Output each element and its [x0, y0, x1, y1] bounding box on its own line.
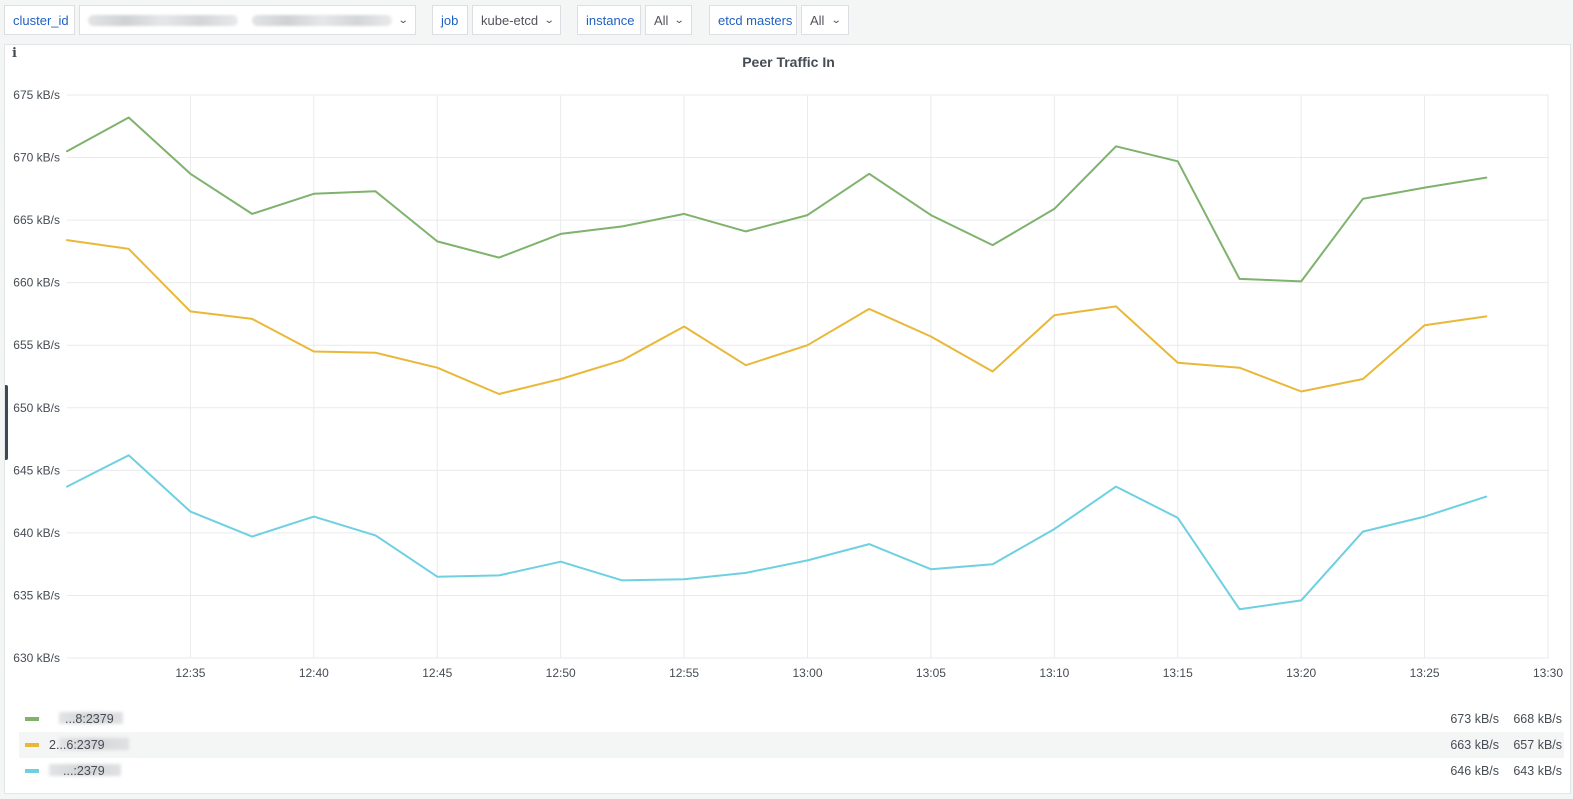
series-color-swatch[interactable] [25, 769, 39, 773]
redacted-value [252, 14, 392, 26]
chart-grid [67, 94, 1549, 659]
etcd-masters-value: All [810, 12, 825, 28]
line-chart: 630 kB/s 635 kB/s 640 kB/s 645 kB/s 650 kB/s… [13, 88, 1563, 680]
y-tick-label: 660 kB/s [13, 276, 60, 290]
x-tick-label: 13:15 [1163, 666, 1193, 680]
x-tick-label: 13:20 [1286, 666, 1316, 680]
instance-variable-label: instance [577, 5, 641, 35]
x-tick-label: 12:35 [175, 666, 205, 680]
y-tick-label: 655 kB/s [13, 338, 60, 352]
chevron-down-icon: ⌄ [397, 14, 409, 26]
y-tick-label: 635 kB/s [13, 588, 60, 602]
y-tick-label: 640 kB/s [13, 526, 60, 540]
legend-series-name[interactable]: 2...6:2379 [49, 738, 129, 752]
legend-item[interactable]: 2...6:2379 663 kB/s 657 kB/s [19, 732, 1564, 758]
legend-current-value: 657 kB/s [1513, 738, 1562, 752]
job-variable-select[interactable]: kube-etcd ⌄ [472, 5, 561, 35]
y-tick-label: 670 kB/s [13, 151, 60, 165]
legend-current-value: 643 kB/s [1513, 764, 1562, 778]
peer-traffic-in-panel: i Peer Traffic In 630 kB/s 635 kB/s 640 kB… [4, 44, 1571, 794]
panel-resize-handle[interactable] [5, 385, 8, 460]
x-tick-label: 13:30 [1533, 666, 1563, 680]
x-tick-label: 12:55 [669, 666, 699, 680]
legend-max-value: 673 kB/s [1450, 712, 1499, 726]
x-tick-label: 12:45 [422, 666, 452, 680]
x-tick-label: 13:25 [1410, 666, 1440, 680]
etcd-masters-variable-label: etcd masters [709, 5, 797, 35]
legend-current-value: 668 kB/s [1513, 712, 1562, 726]
x-tick-label: 12:40 [299, 666, 329, 680]
x-axis: 12:35 12:40 12:45 12:50 12:55 13:00 13:05 13:10… [175, 666, 1563, 680]
redacted-value [49, 764, 121, 776]
y-tick-label: 675 kB/s [13, 88, 60, 102]
cluster-id-value [88, 14, 392, 26]
legend-series-name[interactable]: ...:2379 [49, 764, 121, 778]
series-color-swatch[interactable] [25, 717, 39, 721]
chevron-down-icon: ⌄ [543, 14, 555, 26]
series-color-swatch[interactable] [25, 743, 39, 747]
y-tick-label: 630 kB/s [13, 651, 60, 665]
job-variable-label: job [432, 5, 468, 35]
y-tick-label: 665 kB/s [13, 213, 60, 227]
chart-series [66, 116, 1488, 611]
chevron-down-icon: ⌄ [830, 14, 842, 26]
panel-title[interactable]: Peer Traffic In [742, 54, 835, 70]
legend-max-value: 646 kB/s [1450, 764, 1499, 778]
series-line-2 [66, 239, 1488, 395]
y-axis: 630 kB/s 635 kB/s 640 kB/s 645 kB/s 650 kB/s… [13, 88, 60, 665]
legend-max-value: 663 kB/s [1450, 738, 1499, 752]
redacted-value [59, 738, 129, 750]
legend-series-name[interactable]: ...8:2379 [49, 712, 123, 726]
series-line-1 [66, 116, 1488, 283]
dashboard-variables-bar: cluster_id ⌄ job kube-etcd ⌄ instance Al… [0, 0, 1573, 44]
x-tick-label: 13:00 [792, 666, 822, 680]
legend-item[interactable]: ...8:2379 673 kB/s 668 kB/s [19, 706, 1564, 732]
x-tick-label: 12:50 [546, 666, 576, 680]
cluster-id-variable-select[interactable]: ⌄ [79, 5, 416, 35]
series-line-3 [66, 454, 1488, 611]
etcd-masters-variable-select[interactable]: All ⌄ [801, 5, 849, 35]
y-tick-label: 650 kB/s [13, 401, 60, 415]
chevron-down-icon: ⌄ [674, 14, 686, 26]
instance-variable-select[interactable]: All ⌄ [645, 5, 692, 35]
info-icon[interactable]: i [12, 46, 17, 61]
instance-value: All [654, 12, 669, 28]
job-value: kube-etcd [481, 12, 539, 28]
y-tick-label: 645 kB/s [13, 463, 60, 477]
legend-item[interactable]: ...:2379 646 kB/s 643 kB/s [19, 758, 1564, 784]
cluster-id-variable-label: cluster_id [4, 5, 75, 35]
redacted-value [88, 14, 238, 26]
x-tick-label: 13:10 [1039, 666, 1069, 680]
redacted-value [59, 712, 123, 724]
x-tick-label: 13:05 [916, 666, 946, 680]
